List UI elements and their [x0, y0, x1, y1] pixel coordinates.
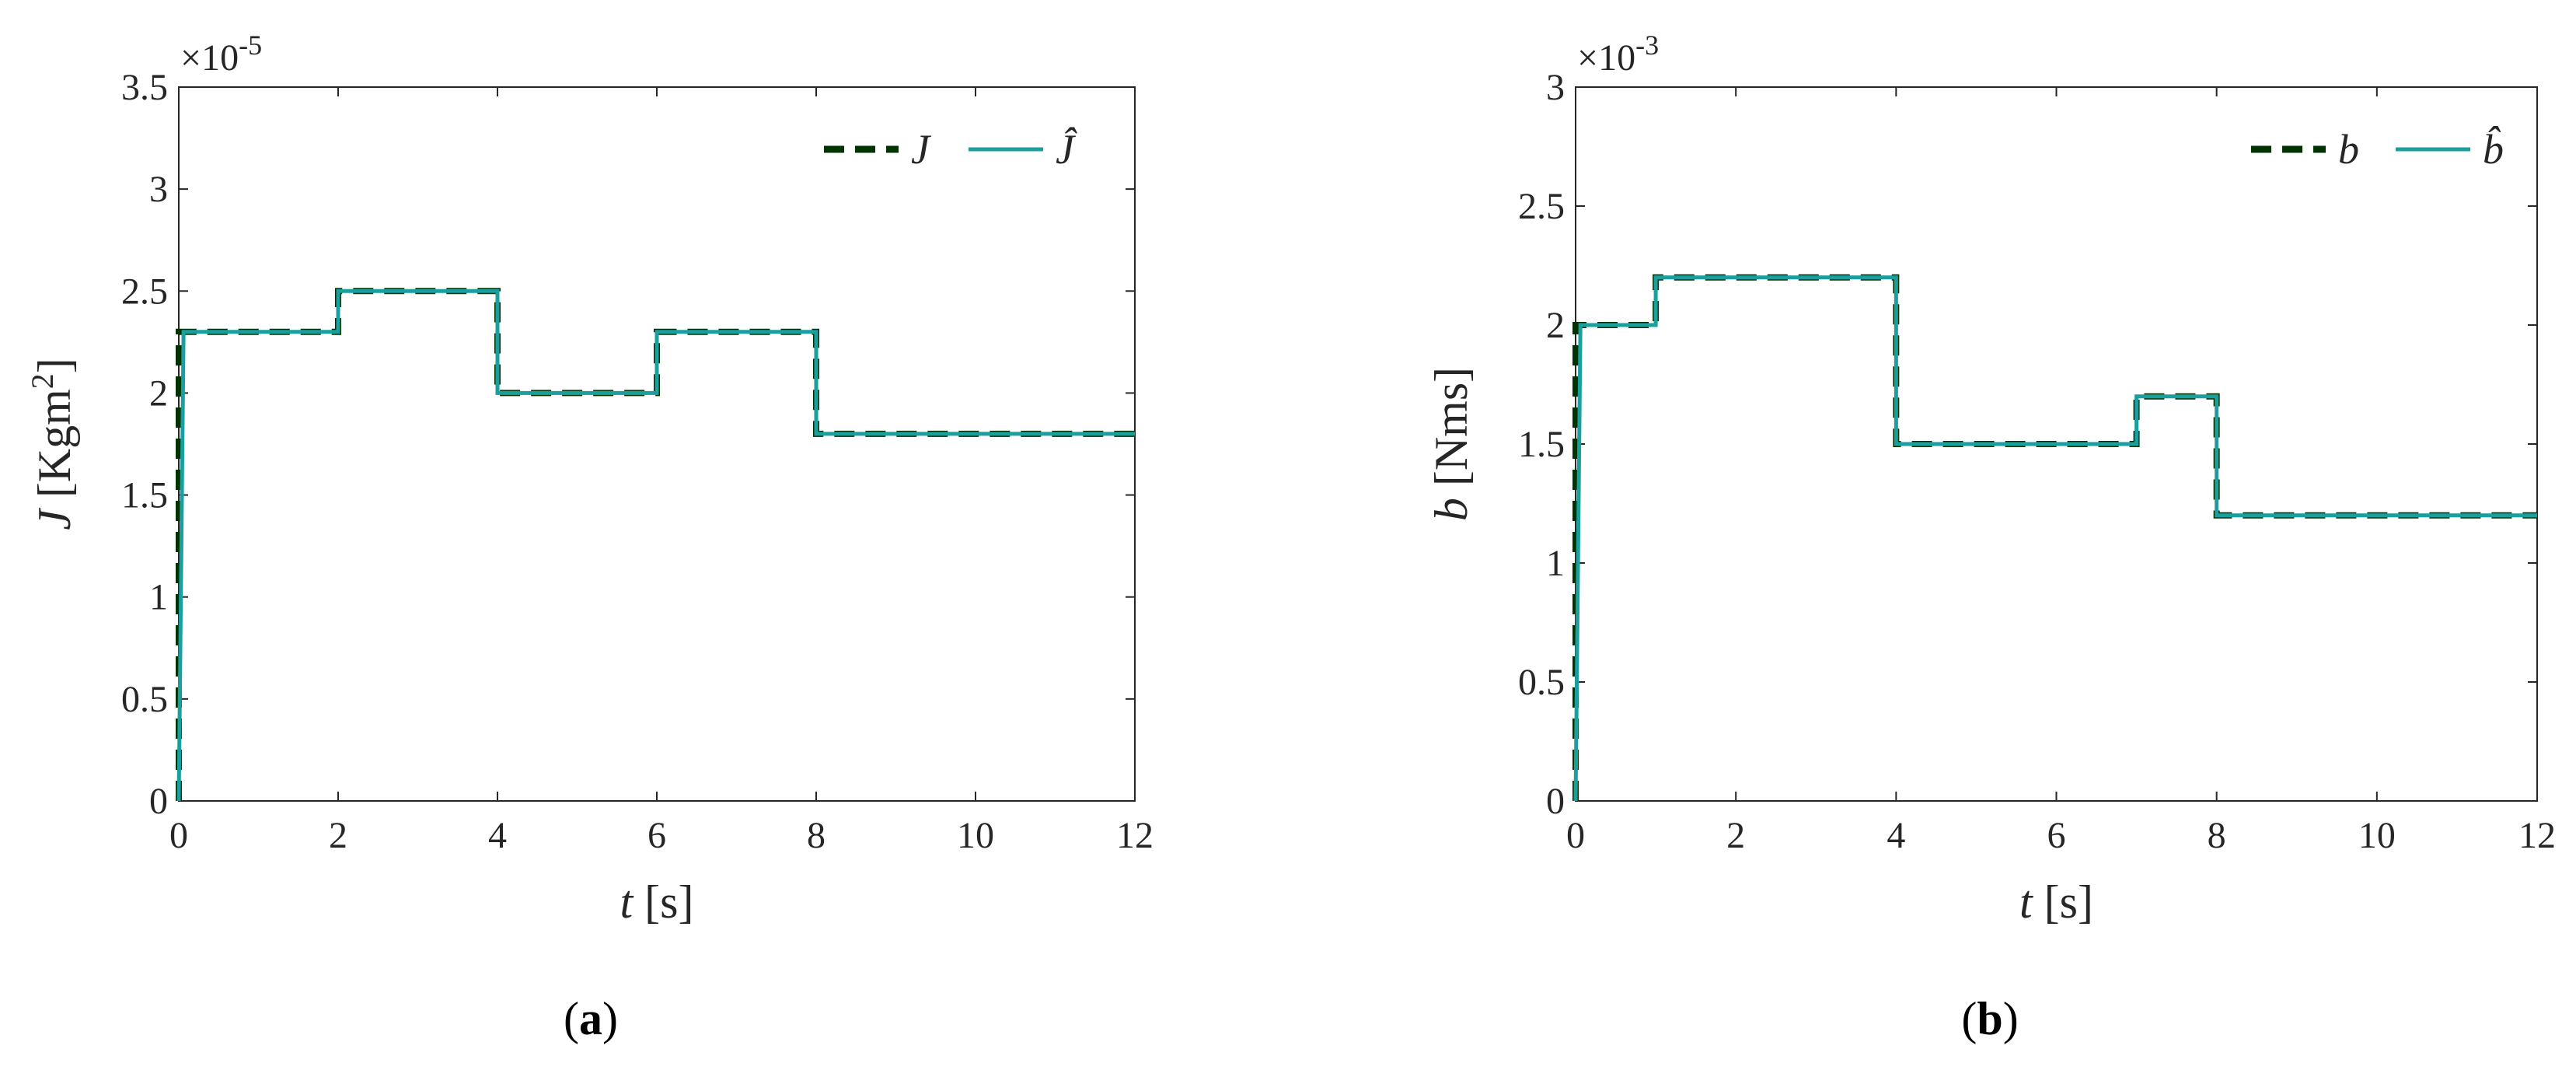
x-tick-label: 8: [807, 815, 826, 856]
chart-b: 0 2 4 6 8 10 12 0 0.5 1 1.5 2 2.5 3 ×10-3 b b̂ t [s] b [Nm…: [1426, 30, 2556, 1044]
y-tick-label: 2: [149, 372, 168, 414]
y-tick-label: 0.5: [121, 679, 168, 720]
legend-label-reference: b: [2338, 126, 2359, 173]
x-tick-label: 12: [2518, 815, 2556, 856]
y-axis-multiplier: ×10-3: [1577, 30, 1659, 79]
legend-label-estimate: b̂: [2483, 124, 2504, 173]
y-tick-label: 1: [149, 577, 168, 618]
x-axis-variable: t: [620, 876, 634, 928]
x-axis-label: t [s]: [620, 876, 694, 928]
x-tick-label: 6: [647, 815, 666, 856]
x-tick-label: 0: [1566, 815, 1585, 856]
multiplier-base: ×10: [1577, 37, 1635, 79]
caption-letter: a: [579, 993, 602, 1044]
y-axis-unit-close: ]: [29, 358, 80, 373]
x-tick-label: 12: [1116, 815, 1154, 856]
y-axis-multiplier: ×10-5: [180, 30, 262, 79]
y-tick-label: 1: [1546, 543, 1565, 584]
y-axis-variable: J: [29, 508, 80, 530]
y-tick-label: 0: [1546, 781, 1565, 822]
y-axis-variable: b: [1426, 498, 1477, 521]
y-tick-label: 2.5: [121, 271, 168, 312]
x-tick-label: 10: [2358, 815, 2396, 856]
subfigure-caption: (b): [1961, 993, 2018, 1044]
y-tick-label: 0: [149, 781, 168, 822]
x-tick-label: 6: [2047, 815, 2066, 856]
x-tick-label: 2: [1726, 815, 1745, 856]
legend-label-estimate: Ĵ: [1056, 126, 1077, 173]
y-axis-unit: [Nms]: [1426, 367, 1477, 498]
x-tick-label: 4: [1887, 815, 1905, 856]
subfigure-caption: (a): [564, 993, 618, 1044]
caption-open: (: [564, 993, 579, 1044]
y-tick-label: 3.5: [121, 67, 168, 108]
y-axis-unit: [Kgm: [29, 389, 80, 509]
y-axis-label: b [Nms]: [1426, 367, 1477, 521]
y-tick-label: 3: [1546, 67, 1565, 108]
y-tick-label: 1.5: [1518, 424, 1565, 465]
multiplier-exponent: -3: [1635, 30, 1659, 61]
y-tick-label: 1.5: [121, 475, 168, 516]
x-axis-label: t [s]: [2019, 876, 2093, 928]
caption-open: (: [1961, 993, 1977, 1044]
x-axis-unit: [s]: [633, 876, 693, 928]
legend-label-reference: J: [911, 126, 932, 173]
x-axis-unit: [s]: [2033, 876, 2093, 928]
y-tick-label: 3: [149, 169, 168, 210]
series-line-estimate: [176, 288, 1135, 802]
y-axis-label: J [Kgm2]: [25, 358, 80, 530]
legend: b b̂: [2251, 124, 2504, 173]
x-tick-label: 0: [169, 815, 188, 856]
multiplier-exponent: -5: [239, 30, 262, 61]
x-tick-label: 8: [2208, 815, 2226, 856]
caption-close: ): [602, 993, 618, 1044]
x-tick-label: 4: [488, 815, 507, 856]
series-line-estimate: [1573, 275, 2537, 802]
y-axis-unit-exponent: 2: [25, 373, 60, 389]
y-tick-label: 0.5: [1518, 662, 1565, 703]
plot-frame: [178, 86, 1136, 802]
multiplier-base: ×10: [180, 37, 239, 79]
x-tick-label: 2: [329, 815, 347, 856]
caption-letter: b: [1977, 993, 2002, 1044]
caption-close: ): [2003, 993, 2019, 1044]
y-tick-label: 2: [1546, 305, 1565, 346]
y-tick-label: 2.5: [1518, 186, 1565, 227]
x-tick-label: 10: [957, 815, 994, 856]
x-axis-variable: t: [2019, 876, 2033, 928]
